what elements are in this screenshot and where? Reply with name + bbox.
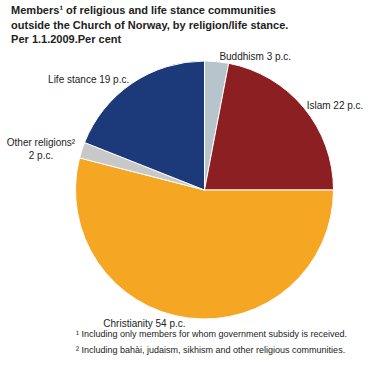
svg-text:Buddhism 3 p.c.: Buddhism 3 p.c.: [219, 51, 291, 62]
svg-text:Life stance 19 p.c.: Life stance 19 p.c.: [48, 74, 129, 85]
svg-text:¹ Including only members for w: ¹ Including only members for whom govern…: [76, 329, 347, 339]
svg-text:Other religions²2 p.c.: Other religions²2 p.c.: [7, 137, 76, 161]
svg-text:² Including bahài, judaism, si: ² Including bahài, judaism, sikhism and …: [76, 345, 345, 355]
svg-text:Christianity 54 p.c.: Christianity 54 p.c.: [103, 318, 185, 329]
svg-text:Members¹ of religious and life: Members¹ of religious and life stance co…: [11, 4, 288, 45]
svg-text:Islam 22 p.c.: Islam 22 p.c.: [307, 100, 364, 111]
